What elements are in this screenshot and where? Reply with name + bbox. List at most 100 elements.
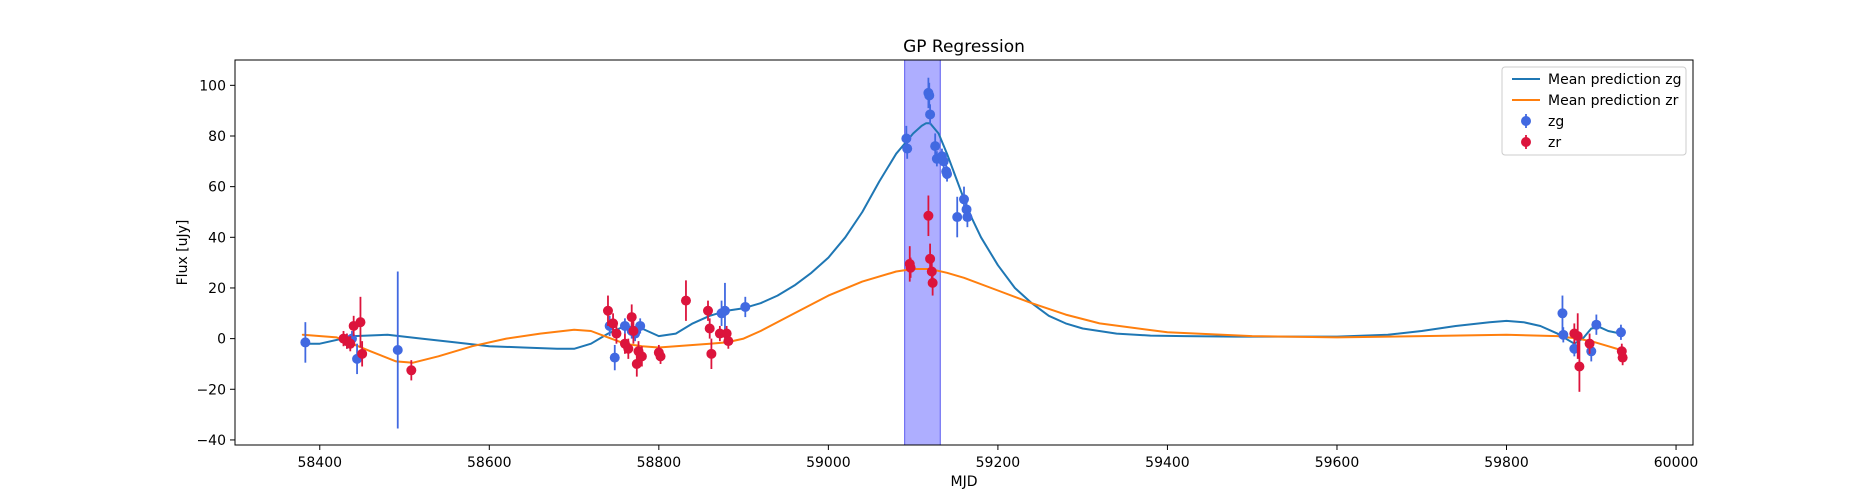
data-point-zr bbox=[345, 336, 356, 352]
x-tick-label: 59600 bbox=[1315, 455, 1360, 471]
data-point-zg bbox=[392, 271, 403, 429]
x-axis: 58400 58600 58800 59000 59200 59400 59600 59800… bbox=[297, 445, 1698, 471]
y-axis: −40 −20 0 20 40 60 80 100 bbox=[196, 78, 235, 449]
data-point-zg bbox=[1591, 314, 1602, 335]
point-marker bbox=[1584, 338, 1595, 349]
point-marker bbox=[300, 337, 311, 348]
point-marker bbox=[927, 277, 938, 288]
x-axis-label: MJD bbox=[951, 474, 978, 490]
legend-label: Mean prediction zr bbox=[1548, 93, 1679, 109]
point-marker bbox=[623, 343, 634, 354]
point-marker bbox=[602, 305, 613, 316]
data-point-zg bbox=[952, 196, 963, 238]
chart-title: GP Regression bbox=[903, 37, 1025, 57]
y-tick-label: 100 bbox=[199, 78, 226, 94]
legend: Mean prediction zg Mean prediction zr zg zr bbox=[1501, 66, 1687, 156]
data-point-zg bbox=[1558, 327, 1569, 343]
legend-marker-swatch bbox=[1521, 137, 1531, 147]
x-tick-label: 60000 bbox=[1654, 455, 1699, 471]
legend-box bbox=[1501, 66, 1687, 156]
legend-item: zr bbox=[1521, 135, 1561, 151]
data-point-zr bbox=[927, 270, 938, 296]
x-tick-label: 59400 bbox=[1145, 455, 1190, 471]
data-point-zr bbox=[704, 318, 715, 339]
point-marker bbox=[611, 328, 622, 339]
data-point-zr bbox=[355, 296, 366, 348]
data-point-zg bbox=[925, 104, 936, 125]
point-marker bbox=[655, 351, 666, 362]
point-marker bbox=[355, 317, 366, 328]
data-point-zr bbox=[1572, 313, 1583, 359]
point-marker bbox=[902, 143, 913, 154]
data-point-zg bbox=[300, 322, 311, 363]
y-tick-label: −40 bbox=[196, 433, 226, 449]
point-marker bbox=[1558, 329, 1569, 340]
data-point-zr bbox=[357, 341, 368, 367]
point-marker bbox=[1617, 352, 1628, 363]
point-marker bbox=[923, 210, 934, 221]
x-tick-label: 58800 bbox=[637, 455, 682, 471]
data-point-zg bbox=[902, 138, 913, 159]
point-marker bbox=[723, 336, 734, 347]
legend-marker-swatch bbox=[1521, 116, 1531, 126]
legend-label: zg bbox=[1548, 114, 1564, 130]
plot-frame bbox=[234, 59, 1694, 446]
point-marker bbox=[938, 156, 949, 167]
legend-item: zg bbox=[1521, 114, 1564, 130]
series-line-zr bbox=[301, 268, 1622, 364]
point-marker bbox=[925, 109, 936, 120]
data-point-zr bbox=[636, 346, 647, 367]
point-marker bbox=[905, 262, 916, 273]
data-point-zr bbox=[611, 323, 622, 344]
legend-item: Mean prediction zg bbox=[1512, 72, 1682, 88]
point-marker bbox=[357, 348, 368, 359]
data-point-zr bbox=[723, 333, 734, 349]
point-marker bbox=[345, 338, 356, 349]
data-point-zr bbox=[1574, 341, 1585, 392]
point-marker bbox=[406, 365, 417, 376]
point-marker bbox=[942, 168, 953, 179]
point-marker bbox=[703, 305, 714, 316]
point-marker bbox=[636, 351, 647, 362]
data-point-zr bbox=[706, 338, 717, 370]
x-tick-label: 59000 bbox=[806, 455, 851, 471]
y-tick-label: 0 bbox=[217, 332, 226, 348]
point-marker bbox=[704, 323, 715, 334]
point-marker bbox=[392, 345, 403, 356]
data-point-zr bbox=[923, 195, 934, 237]
y-tick-label: 80 bbox=[208, 129, 226, 145]
data-point-zr bbox=[1584, 333, 1595, 354]
point-marker bbox=[680, 295, 691, 306]
data-point-zr bbox=[1617, 350, 1628, 366]
point-marker bbox=[628, 326, 639, 337]
point-marker bbox=[609, 352, 620, 363]
y-tick-label: 20 bbox=[208, 281, 226, 297]
point-marker bbox=[1557, 308, 1568, 319]
y-tick-label: −20 bbox=[196, 382, 226, 398]
data-point-zg bbox=[962, 206, 973, 228]
point-marker bbox=[924, 90, 935, 101]
point-marker bbox=[930, 141, 941, 152]
point-marker bbox=[631, 358, 642, 369]
x-tick-label: 59200 bbox=[976, 455, 1021, 471]
data-point-zg bbox=[1557, 295, 1568, 332]
x-tick-label: 58600 bbox=[467, 455, 512, 471]
data-point-zr bbox=[406, 360, 417, 381]
point-marker bbox=[626, 312, 637, 323]
data-point-zr bbox=[703, 300, 714, 321]
data-point-zr bbox=[905, 257, 916, 278]
point-marker bbox=[962, 212, 973, 223]
data-point-zg bbox=[938, 153, 949, 169]
data-point-zr bbox=[680, 280, 691, 321]
point-marker bbox=[1591, 319, 1602, 330]
point-marker bbox=[706, 348, 717, 359]
point-marker bbox=[1572, 331, 1583, 342]
data-point-zr bbox=[628, 318, 639, 344]
point-marker bbox=[959, 194, 969, 205]
point-marker bbox=[719, 305, 730, 316]
legend-label: zr bbox=[1548, 135, 1561, 151]
data-point-zg bbox=[609, 344, 620, 371]
y-tick-label: 60 bbox=[208, 180, 226, 196]
point-marker bbox=[1574, 361, 1585, 372]
